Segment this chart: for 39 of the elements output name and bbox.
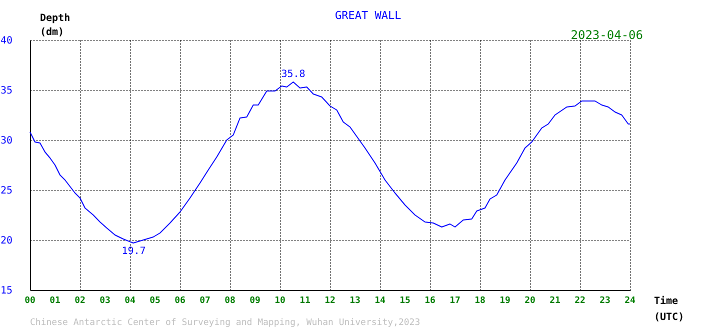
x-tick-label: 13 xyxy=(350,296,360,306)
x-tick-label: 02 xyxy=(74,296,86,306)
x-tick-label: 01 xyxy=(50,296,60,306)
x-tick-label: 09 xyxy=(250,296,260,306)
x-tick-label: 04 xyxy=(124,296,136,306)
y-tick-label: 15 xyxy=(0,286,12,296)
text: Chinese Antarctic Center of Surveying and Mapping, Wuhan University,2023 xyxy=(30,318,420,328)
x-tick-label: 08 xyxy=(224,296,236,306)
y-tick-label: 25 xyxy=(0,186,12,196)
chart-title: GREAT WALL xyxy=(335,9,402,22)
y-tick-label: 35 xyxy=(0,86,12,96)
x-tick-label: 03 xyxy=(100,296,110,306)
x-axis-title: Time (UTC) xyxy=(654,295,684,323)
x-tick-label: 05 xyxy=(150,296,160,306)
x-tick-label: 15 xyxy=(400,296,410,306)
x-tick-label: 11 xyxy=(300,296,310,306)
x-tick-label: 17 xyxy=(450,296,460,306)
x-tick-label: 14 xyxy=(374,296,386,306)
x-tick-label: 12 xyxy=(324,296,336,306)
y-tick-label: 20 xyxy=(0,236,12,246)
x-tick-label: 21 xyxy=(550,296,560,306)
x-tick-label: 06 xyxy=(174,296,186,306)
x-tick-label: 16 xyxy=(424,296,436,306)
x-tick-label: 07 xyxy=(200,296,210,306)
x-tick-label: 22 xyxy=(574,296,586,306)
x-tick-label: 10 xyxy=(274,296,286,306)
x-tick-label: 19 xyxy=(500,296,510,306)
x-tick-label: 24 xyxy=(624,296,636,306)
y-tick-label: 30 xyxy=(0,136,12,146)
line-series xyxy=(30,82,630,244)
y-axis-title: Depth (dm) xyxy=(40,13,70,38)
x-tick-label: 18 xyxy=(474,296,486,306)
annotation: 19.7 xyxy=(122,246,146,257)
x-tick-label: 00 xyxy=(24,296,36,306)
y-tick-label: 40 xyxy=(0,36,12,46)
annotation: 35.8 xyxy=(281,69,306,80)
x-tick-label: 20 xyxy=(524,296,536,306)
x-tick-label: 23 xyxy=(600,296,610,306)
annotation: 2023-04-06 xyxy=(570,28,643,42)
